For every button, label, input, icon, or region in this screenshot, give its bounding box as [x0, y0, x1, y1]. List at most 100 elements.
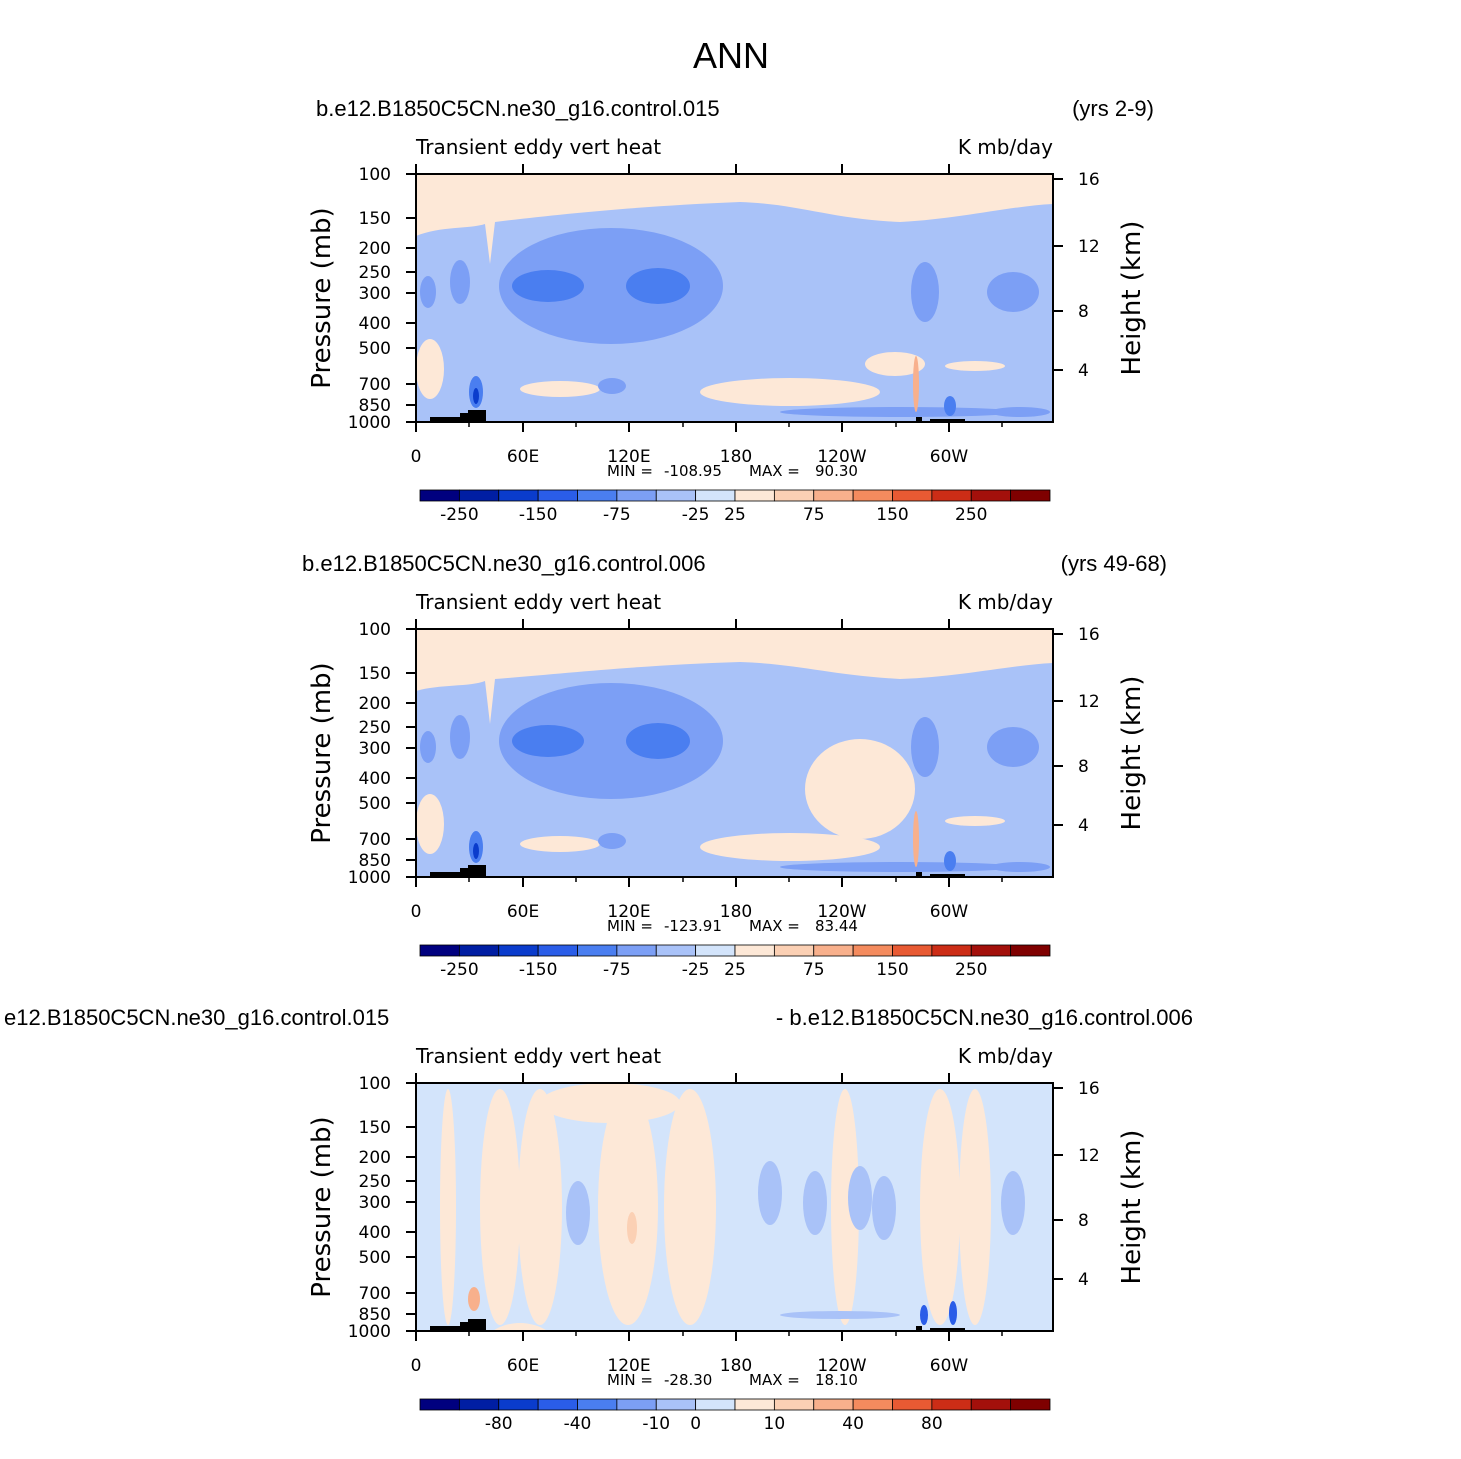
colorbar-swatch [655, 489, 697, 502]
max-value: 18.10 [815, 1371, 858, 1389]
colorbar-swatch [537, 1398, 578, 1411]
colorbar-swatch [537, 944, 578, 957]
x-tick-label: 0 [411, 902, 422, 922]
max-value: 83.44 [815, 917, 858, 935]
negative-region [780, 862, 1020, 872]
positive-region [627, 1212, 637, 1244]
negative-region [848, 1166, 872, 1230]
panel-2: b.e12.B1850C5CN.ne30_g16.control.006 (yrs… [302, 551, 1167, 980]
panel-1: b.e12.B1850C5CN.ne30_g16.control.015 (yrs… [307, 96, 1154, 525]
y-axis-label-left: Pressure (mb) [307, 662, 337, 843]
positive-region [492, 1323, 548, 1331]
positive-region [805, 739, 915, 839]
colorbar-swatch [892, 1398, 933, 1411]
colorbar-label: -75 [603, 960, 631, 980]
x-tick-label: 60E [507, 1356, 539, 1376]
y-tick-label-left: 300 [359, 1193, 391, 1213]
colorbar-label: 250 [955, 960, 987, 980]
negative-region [626, 723, 690, 759]
colorbar-swatch [419, 489, 460, 502]
positive-region [480, 1089, 520, 1325]
y-tick-label-left: 100 [359, 620, 391, 640]
negative-region [911, 717, 939, 777]
positive-region [959, 1089, 991, 1325]
x-tick-label: 180 [720, 1356, 752, 1376]
colorbar-swatch [577, 944, 618, 957]
case-name-left: b.e12.B1850C5CN.ne30_g16.control.015 [316, 96, 720, 121]
negative-region [598, 833, 626, 849]
colorbar-label: -150 [519, 960, 558, 980]
topography [430, 410, 965, 422]
y-tick-label-right: 8 [1078, 757, 1089, 777]
positive-region [865, 352, 925, 376]
y-axis-label-right: Height (km) [1117, 221, 1147, 376]
case-name-left: e12.B1850C5CN.ne30_g16.control.015 [4, 1005, 389, 1030]
negative-region [920, 1305, 928, 1325]
colorbar-swatch [1010, 944, 1051, 957]
colorbar-swatch [852, 489, 893, 502]
topography [430, 865, 965, 877]
colorbar-label: -150 [519, 505, 558, 525]
positive-region [920, 1089, 960, 1325]
colorbar-swatch [773, 944, 815, 957]
x-tick-label: 120E [607, 1356, 650, 1376]
negative-region [803, 1171, 827, 1235]
colorbar-swatch [1010, 1398, 1051, 1411]
positive-region [945, 816, 1005, 826]
negative-region [499, 683, 723, 799]
panels: b.e12.B1850C5CN.ne30_g16.control.015 (yrs… [4, 96, 1193, 1434]
plot-area [416, 629, 1053, 877]
positive-region [416, 794, 444, 854]
colorbar-swatch [773, 1398, 815, 1411]
y-tick-label-right: 16 [1078, 625, 1100, 645]
colorbar-swatch [734, 944, 775, 957]
colorbar-label: -250 [440, 505, 479, 525]
y-tick-label-left: 400 [359, 314, 391, 334]
colorbar-swatch [931, 489, 972, 502]
colorbar-label: 80 [921, 1414, 943, 1434]
negative-region [598, 378, 626, 394]
positive-region [440, 1089, 456, 1325]
y-tick-label-left: 150 [359, 1118, 391, 1138]
figure-title: ANN [693, 35, 769, 76]
y-tick-label-right: 4 [1078, 361, 1089, 381]
negative-region [949, 1301, 957, 1325]
y-tick-label-right: 4 [1078, 816, 1089, 836]
y-tick-label-right: 12 [1078, 1146, 1100, 1166]
negative-region [626, 268, 690, 304]
topography [430, 1319, 965, 1331]
plot-frame [415, 1082, 1054, 1332]
stats-line: MIN = -108.95 MAX = 90.30 [607, 462, 858, 480]
x-tick-label: 120W [817, 1356, 866, 1376]
y-tick-label-left: 700 [359, 1284, 391, 1304]
colorbar-swatch [852, 1398, 893, 1411]
y-tick-label-left: 300 [359, 284, 391, 304]
y-tick-label-left: 1000 [348, 1322, 391, 1342]
colorbar-swatch [695, 489, 736, 502]
negative-region [990, 862, 1050, 872]
colorbar-swatch [458, 489, 500, 502]
y-tick-label-left: 200 [359, 1148, 391, 1168]
y-tick-label-left: 850 [359, 396, 391, 416]
y-tick-label-left: 500 [359, 1248, 391, 1268]
units-label: K mb/day [958, 590, 1053, 614]
colorbar-swatch [970, 1398, 1012, 1411]
y-tick-label-left: 150 [359, 209, 391, 229]
colorbar-swatch [695, 1398, 736, 1411]
x-tick-label: 180 [720, 447, 752, 467]
plot-area [416, 174, 1053, 422]
positive-region [945, 361, 1005, 371]
x-tick-label: 120E [607, 447, 650, 467]
positive-region [468, 1287, 480, 1311]
field-label: Transient eddy vert heat [415, 135, 661, 159]
min-label: MIN = [607, 462, 653, 480]
colorbar-swatch [931, 944, 972, 957]
colorbar-label: 40 [842, 1414, 864, 1434]
y-tick-label-left: 250 [359, 1172, 391, 1192]
positive-region [831, 1089, 859, 1325]
colorbar-swatch [498, 1398, 539, 1411]
colorbar-swatch [970, 489, 1012, 502]
colorbar-swatch [931, 1398, 972, 1411]
negative-region [987, 727, 1039, 767]
